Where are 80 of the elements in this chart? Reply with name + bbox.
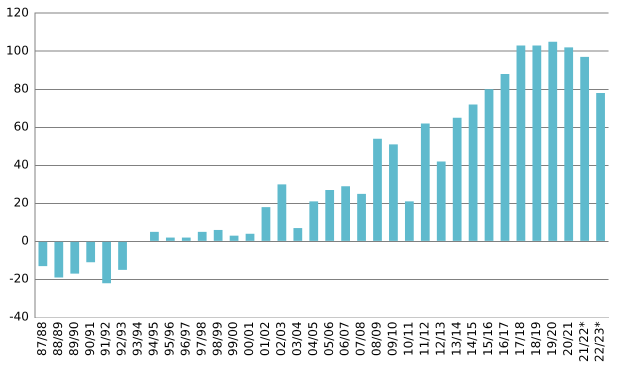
bar — [389, 144, 398, 241]
x-tick-label: 11/12 — [417, 321, 432, 356]
bar — [214, 230, 223, 241]
x-tick-label: 95/96 — [162, 321, 176, 356]
x-tick-label: 21/22* — [576, 321, 591, 362]
bar — [596, 93, 605, 241]
y-tick-label: 60 — [14, 119, 29, 134]
bar — [373, 138, 382, 241]
bar — [452, 118, 462, 241]
bar — [436, 162, 446, 241]
x-tick-label: 99/00 — [226, 321, 240, 356]
x-tick-label: 04/05 — [306, 321, 320, 356]
y-tick-label: 80 — [14, 81, 29, 96]
bar — [404, 201, 414, 241]
x-tick-label: 05/06 — [322, 321, 336, 356]
bar — [38, 242, 48, 266]
y-tick-label: 100 — [6, 43, 29, 58]
bar — [580, 56, 590, 241]
x-tick-label: 93/94 — [130, 321, 145, 356]
y-tick-label: -20 — [9, 272, 29, 286]
x-tick-label: 98/99 — [210, 321, 224, 356]
x-tick-label: 10/11 — [401, 321, 416, 356]
bar — [532, 46, 542, 241]
x-tick-label: 01/02 — [258, 321, 272, 356]
bar — [420, 123, 430, 241]
x-tick-label: 92/93 — [114, 321, 129, 356]
bar — [230, 236, 238, 241]
x-tick-label: 03/04 — [290, 321, 304, 356]
x-tick-label: 20/21 — [560, 321, 575, 356]
bar — [484, 89, 494, 241]
x-tick-label: 91/92 — [98, 321, 113, 356]
y-tick-label: 120 — [6, 5, 29, 20]
x-tick-label: 94/95 — [146, 321, 161, 356]
y-tick-label: -40 — [9, 310, 29, 324]
bar — [246, 234, 254, 241]
bar — [182, 238, 191, 241]
y-tick-label: 40 — [14, 157, 29, 172]
bar — [564, 47, 574, 241]
bar — [54, 242, 64, 278]
bar — [468, 104, 478, 241]
x-tick-label: 06/07 — [338, 321, 352, 356]
x-tick-label: 90/91 — [82, 321, 97, 356]
bar — [70, 242, 80, 274]
bar — [500, 74, 510, 241]
bar — [548, 42, 558, 241]
x-tick-label: 00/01 — [242, 321, 256, 356]
bar — [86, 242, 96, 262]
bar — [309, 201, 318, 241]
x-tick-label: 07/08 — [354, 321, 368, 356]
bar — [325, 190, 334, 241]
bar — [118, 242, 127, 270]
x-tick-label: 02/03 — [274, 321, 288, 356]
bar — [516, 46, 526, 241]
bar — [278, 184, 286, 241]
y-tick-label: 20 — [14, 195, 29, 210]
x-tick-label: 12/13 — [433, 321, 448, 356]
x-tick-label: 18/19 — [528, 321, 543, 356]
bar — [150, 232, 159, 241]
x-tick-label: 14/15 — [465, 321, 480, 356]
x-tick-label: 15/16 — [481, 321, 496, 356]
bar — [341, 186, 350, 241]
x-tick-label: 08/09 — [370, 321, 384, 356]
x-tick-label: 16/17 — [497, 321, 512, 356]
x-tick-label: 96/97 — [178, 321, 192, 356]
y-tick-label: 0 — [21, 233, 29, 248]
x-tick-label: 22/23* — [592, 321, 607, 362]
x-tick-label: 17/18 — [513, 321, 528, 356]
x-tick-label: 19/20 — [544, 321, 559, 356]
bar — [166, 238, 175, 241]
x-tick-label: 97/98 — [194, 321, 208, 356]
bar — [198, 232, 207, 241]
bar — [293, 228, 302, 241]
bar — [262, 207, 270, 241]
x-tick-label: 09/10 — [386, 321, 400, 356]
bar — [357, 194, 366, 241]
x-tick-label: 13/14 — [449, 321, 464, 356]
x-tick-label: 88/89 — [50, 321, 65, 356]
bar — [102, 242, 111, 284]
x-tick-label: 89/90 — [66, 321, 81, 356]
x-tick-label: 87/88 — [34, 321, 49, 356]
